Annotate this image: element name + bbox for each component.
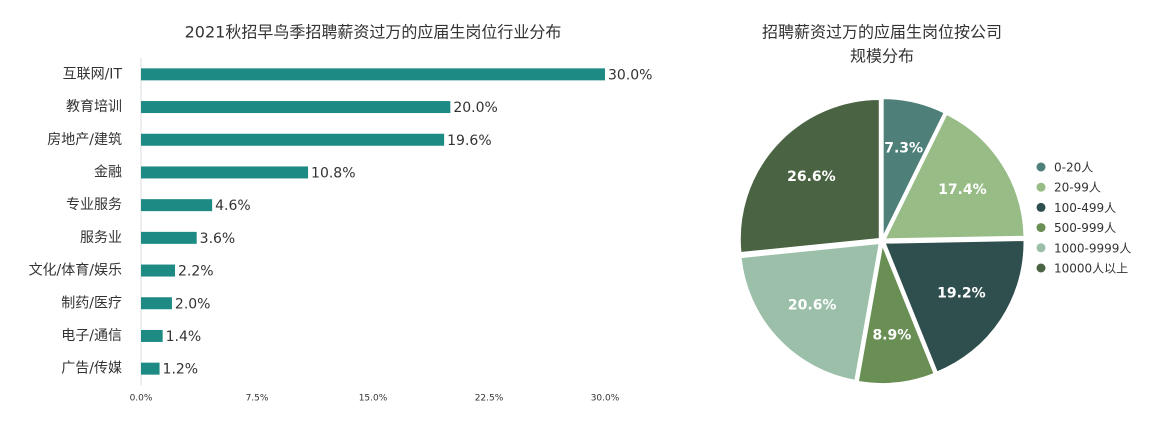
data-label: 7.3%: [884, 140, 923, 156]
bar: [141, 329, 163, 342]
bar: [141, 297, 172, 310]
bar: [141, 68, 605, 81]
legend-label: 500-999人: [1054, 221, 1116, 235]
x-tick-label: 15.0%: [359, 394, 388, 404]
pie-slice: [881, 97, 947, 239]
pie-slice: [882, 112, 1026, 241]
legend-marker: [1036, 263, 1046, 273]
y-tick-label: 金融: [94, 164, 122, 180]
data-label: 3.6%: [200, 231, 236, 247]
x-tick-label: 7.5%: [246, 394, 269, 404]
bar: [141, 362, 160, 375]
y-tick-label: 教育培训: [66, 99, 122, 115]
data-label: 1.4%: [166, 329, 202, 345]
y-tick-label: 文化/体育/娱乐: [29, 263, 122, 279]
pie-slice: [883, 238, 1026, 374]
x-tick-label: 22.5%: [475, 394, 504, 404]
data-label: 8.9%: [872, 328, 911, 344]
bar: [141, 264, 176, 277]
legend-label: 100-499人: [1054, 201, 1116, 215]
legend-marker: [1036, 202, 1046, 212]
legend-marker: [1036, 182, 1046, 192]
pie-slice: [739, 241, 882, 383]
data-label: 17.4%: [938, 182, 987, 198]
y-tick-label: 房地产/建筑: [47, 132, 122, 148]
data-label: 30.0%: [608, 67, 652, 83]
y-tick-label: 专业服务: [66, 197, 122, 213]
legend-marker: [1036, 243, 1046, 253]
legend-label: 20-99人: [1054, 181, 1101, 195]
data-label: 2.2%: [178, 264, 214, 280]
data-label: 19.2%: [937, 286, 986, 302]
chart-title: 2021秋招早鸟季招聘薪资过万的应届生岗位行业分布: [185, 23, 562, 42]
y-tick-label: 电子/通信: [61, 328, 122, 344]
data-label: 10.8%: [311, 165, 355, 181]
y-tick-label: 互联网/IT: [63, 66, 123, 82]
legend-label: 10000人以上: [1054, 262, 1128, 276]
data-label: 4.6%: [215, 198, 251, 214]
y-tick-label: 服务业: [80, 230, 122, 246]
chart-title: 规模分布: [850, 47, 914, 66]
pie-slice: [856, 240, 936, 385]
legend-label: 0-20人: [1054, 161, 1093, 175]
data-label: 2.0%: [175, 296, 211, 312]
y-tick-label: 制药/医疗: [61, 295, 122, 311]
bar: [141, 101, 451, 114]
x-tick-label: 0.0%: [130, 394, 153, 404]
pie-slice: [738, 97, 881, 255]
bar: [141, 199, 213, 212]
y-tick-label: 广告/传媒: [61, 361, 122, 377]
data-label: 19.6%: [447, 133, 491, 149]
legend-marker: [1036, 162, 1046, 172]
legend-label: 1000-9999人: [1054, 241, 1131, 255]
data-label: 20.0%: [453, 100, 497, 116]
data-label: 20.6%: [788, 298, 837, 314]
data-label: 1.2%: [163, 362, 199, 378]
bar: [141, 166, 309, 179]
chart-title: 招聘薪资过万的应届生岗位按公司: [762, 23, 1002, 42]
data-label: 26.6%: [787, 169, 836, 185]
bar: [141, 133, 445, 146]
x-tick-label: 30.0%: [591, 394, 620, 404]
bar: [141, 231, 197, 244]
legend-marker: [1036, 223, 1046, 233]
